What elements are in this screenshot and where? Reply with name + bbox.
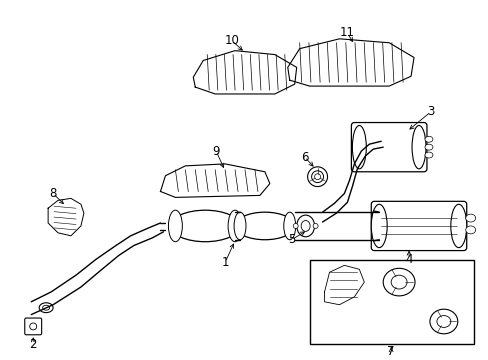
FancyBboxPatch shape bbox=[25, 318, 41, 335]
Ellipse shape bbox=[314, 174, 320, 180]
Ellipse shape bbox=[383, 268, 414, 296]
Ellipse shape bbox=[311, 171, 323, 183]
Polygon shape bbox=[160, 164, 269, 197]
Polygon shape bbox=[287, 39, 413, 86]
Ellipse shape bbox=[293, 224, 298, 228]
Text: 3: 3 bbox=[427, 105, 434, 118]
Text: 1: 1 bbox=[221, 256, 228, 269]
Text: 2: 2 bbox=[29, 338, 37, 351]
Ellipse shape bbox=[424, 136, 432, 142]
Ellipse shape bbox=[436, 316, 450, 327]
Ellipse shape bbox=[234, 212, 245, 240]
Ellipse shape bbox=[352, 126, 366, 169]
Text: 6: 6 bbox=[300, 150, 308, 163]
Ellipse shape bbox=[450, 204, 466, 248]
FancyBboxPatch shape bbox=[351, 122, 426, 172]
Ellipse shape bbox=[170, 210, 240, 242]
Polygon shape bbox=[324, 265, 364, 305]
Ellipse shape bbox=[465, 214, 475, 222]
Ellipse shape bbox=[307, 167, 327, 186]
Ellipse shape bbox=[30, 323, 37, 330]
Ellipse shape bbox=[283, 212, 295, 240]
Ellipse shape bbox=[296, 215, 314, 237]
Text: 8: 8 bbox=[49, 187, 57, 200]
Polygon shape bbox=[193, 51, 296, 94]
Ellipse shape bbox=[390, 275, 406, 289]
Ellipse shape bbox=[411, 126, 425, 169]
Ellipse shape bbox=[42, 305, 49, 310]
FancyBboxPatch shape bbox=[370, 201, 466, 251]
Text: 11: 11 bbox=[339, 26, 354, 39]
Ellipse shape bbox=[227, 210, 242, 242]
Ellipse shape bbox=[370, 204, 386, 248]
Ellipse shape bbox=[168, 210, 182, 242]
Text: 10: 10 bbox=[224, 34, 239, 47]
Ellipse shape bbox=[424, 144, 432, 150]
Text: 4: 4 bbox=[405, 253, 412, 266]
Polygon shape bbox=[48, 198, 84, 236]
Ellipse shape bbox=[312, 224, 317, 228]
Ellipse shape bbox=[465, 226, 475, 234]
Ellipse shape bbox=[235, 212, 294, 240]
Ellipse shape bbox=[429, 309, 457, 334]
Text: 5: 5 bbox=[287, 233, 295, 246]
Ellipse shape bbox=[301, 221, 309, 231]
Text: 9: 9 bbox=[212, 145, 220, 158]
FancyBboxPatch shape bbox=[309, 260, 473, 344]
Text: 7: 7 bbox=[386, 345, 394, 357]
Ellipse shape bbox=[424, 152, 432, 158]
Ellipse shape bbox=[39, 303, 53, 312]
